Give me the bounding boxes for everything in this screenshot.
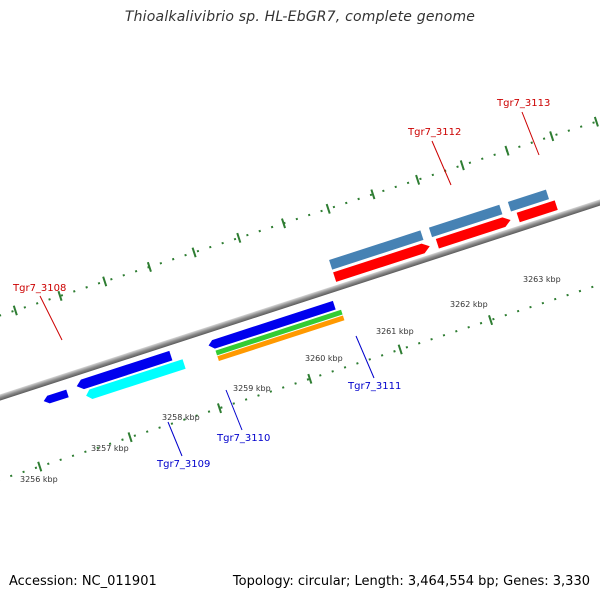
cds-feature-tgr7-3109[interactable] — [42, 389, 69, 405]
cds-feature[interactable] — [85, 359, 186, 400]
tick-mark — [37, 461, 43, 472]
tick-mark — [325, 203, 331, 214]
gene-label[interactable]: Tgr7_3112 — [407, 127, 461, 138]
tick-mark — [216, 403, 222, 414]
tick-label: 3259 kbp — [233, 384, 271, 393]
gene-leader-line — [521, 111, 540, 156]
gene-labels: 3256 kbp 3257 kbp 3258 kbp 3259 kbp 3260 kbp… — [12, 98, 561, 484]
gene-label[interactable]: Tgr7_3109 — [156, 459, 210, 470]
tick-mark — [127, 432, 133, 443]
cds-feature[interactable] — [215, 309, 343, 356]
gene-leader-line — [39, 295, 63, 341]
tick-label: 3256 kbp — [20, 475, 58, 484]
cds-feature-tgr7-3113[interactable] — [435, 215, 512, 249]
tick-label: 3262 kbp — [450, 300, 488, 309]
tick-mark — [307, 373, 313, 384]
cds-feature[interactable] — [516, 200, 558, 223]
tick-mark — [549, 131, 555, 142]
cds-feature[interactable] — [217, 315, 345, 362]
gene-leader-line — [355, 335, 375, 379]
tick-mark — [415, 174, 421, 185]
tick-mark — [370, 189, 376, 200]
tick-mark — [146, 261, 152, 272]
tick-label: 3263 kbp — [523, 275, 561, 284]
cds-feature-tgr7-3110[interactable] — [75, 350, 173, 391]
tick-label: 3257 kbp — [91, 444, 129, 453]
cds-feature-tgr7-3111[interactable] — [207, 300, 336, 350]
reverse-strand-features — [42, 300, 345, 405]
genome-summary-text: Topology: circular; Length: 3,464,554 bp… — [232, 574, 590, 589]
gene-leader-line — [225, 389, 243, 431]
tick-label: 3261 kbp — [376, 327, 414, 336]
tick-marks — [12, 116, 599, 472]
tick-mark — [281, 218, 287, 229]
tick-mark — [57, 290, 63, 302]
cds-feature-tgr7-3112[interactable] — [333, 242, 431, 282]
gene-leader-line — [431, 140, 452, 186]
tick-mark — [191, 247, 197, 258]
tick-mark — [12, 305, 18, 316]
gene-label[interactable]: Tgr7_3108 — [12, 283, 66, 294]
tick-mark — [102, 276, 108, 287]
gene-label[interactable]: Tgr7_3110 — [216, 433, 270, 444]
tick-mark — [459, 160, 465, 171]
forward-strand-features — [329, 189, 558, 282]
tick-mark — [488, 315, 494, 326]
map-title: Thioalkalivibrio sp. HL-EbGR7, complete … — [124, 9, 476, 25]
gene-leader-line — [167, 421, 183, 457]
cds-feature[interactable] — [329, 230, 424, 270]
gene-label[interactable]: Tgr7_3113 — [496, 98, 550, 109]
accession-text: Accession: NC_011901 — [9, 574, 157, 589]
tick-label: 3258 kbp — [162, 413, 200, 422]
tick-mark — [397, 344, 403, 355]
genome-backbone — [0, 154, 600, 446]
cds-feature[interactable] — [507, 189, 550, 212]
gene-label[interactable]: Tgr7_3111 — [347, 381, 401, 392]
tick-mark — [504, 145, 510, 156]
tick-label: 3260 kbp — [305, 354, 343, 363]
inner-guide-line — [0, 231, 600, 518]
cds-feature[interactable] — [428, 204, 503, 238]
tick-mark — [593, 116, 599, 127]
tick-mark — [236, 232, 242, 243]
